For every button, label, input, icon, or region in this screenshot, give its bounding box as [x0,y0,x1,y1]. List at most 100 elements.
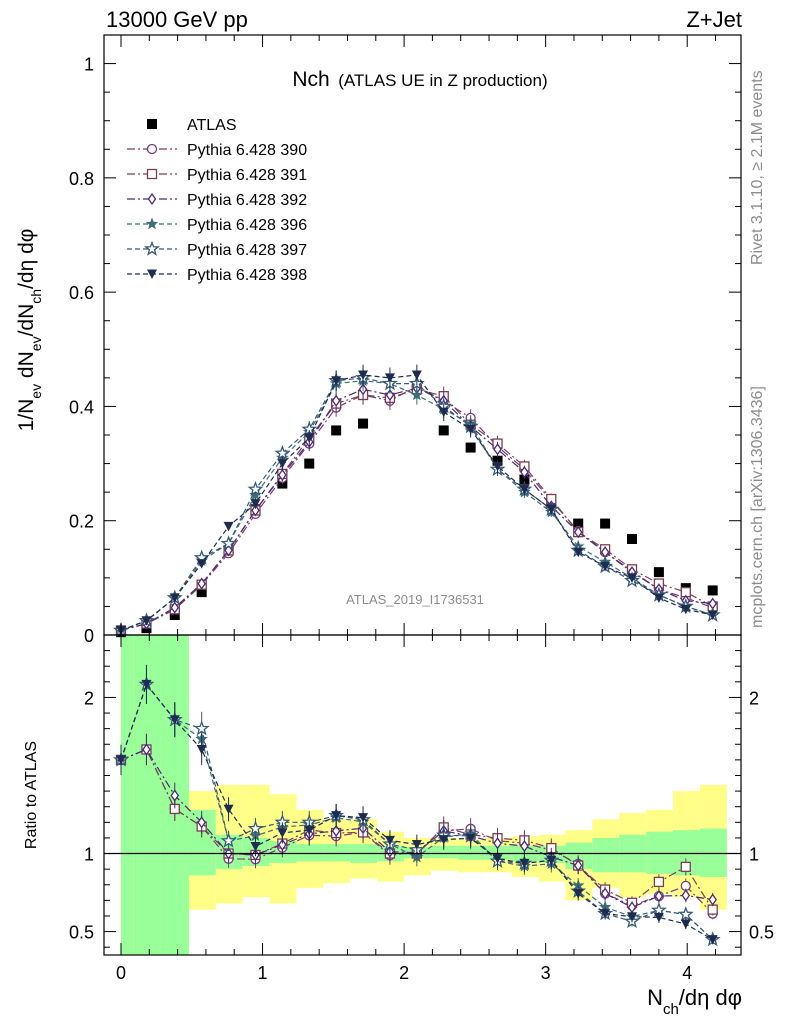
ratio-point [600,909,611,919]
ratio-point [465,833,476,844]
main-point [680,604,691,615]
main-point [169,593,180,603]
legend: ATLAS Pythia 6.428 390 Pythia 6.428 391 Pyt… [127,117,307,284]
ratio-point [707,904,718,915]
main-y-tick-label: 0.4 [69,397,94,417]
ratio-point [411,839,422,850]
ratio-series-line [120,748,713,909]
legend-label: Pythia 6.428 391 [187,167,307,184]
x-tick-label: 2 [399,963,409,983]
main-point [627,573,638,583]
ratio-point [277,828,288,838]
main-point [573,547,584,558]
main-point [573,526,583,539]
legend-label: ATLAS [187,117,237,134]
ratio-point [141,679,152,690]
main-point [197,577,206,590]
ratio-point [196,744,207,755]
ratio-point [492,854,503,864]
legend-label: Pythia 6.428 392 [187,192,307,209]
x-tick-label: 4 [682,963,692,983]
data-point [196,587,207,598]
ratio-point [573,859,583,872]
main-y-tick-label: 1 [84,55,94,75]
data-point [519,474,530,485]
ratio-point [247,820,264,836]
ratio-point [627,912,638,922]
main-point [141,616,152,626]
ratio-series-line [120,683,714,941]
ratio-point [223,804,234,815]
ratio-point [142,743,151,756]
legend-label: Pythia 6.428 398 [187,267,307,284]
main-point [358,370,369,380]
ratio-point [493,837,502,850]
data-point [304,458,315,469]
main-point [411,370,422,380]
legend-entry-5: Pythia 6.428 397 [127,240,307,259]
ratio-band-stat [592,837,620,873]
ratio-point [331,811,342,821]
ratio-point [358,813,369,823]
ratio-point [384,835,395,846]
ratio-point [653,876,665,888]
ratio-y-tick-label: 0.5 [69,923,94,943]
ratio-band-stat [484,845,512,860]
ratio-y-tick-label: 2 [84,688,94,708]
main-point [223,521,234,532]
ratio-band-stat [296,844,324,862]
ratio-band-stat [430,845,458,859]
ratio-point [654,889,664,903]
x-tick-label: 3 [541,963,551,983]
ratio-point [193,720,210,736]
legend-marker [146,143,158,155]
header-right: Z+Jet [686,7,742,32]
ratio-point [278,838,287,851]
ratio-series-5 [115,664,718,945]
legend-entry-6: Pythia 6.428 398 [127,267,307,284]
main-point [385,388,395,402]
main-point [492,461,503,472]
ratio-series-line [120,683,714,941]
main-point [247,480,264,496]
main-point [707,610,718,620]
ratio-y-tick-label-right: 0.5 [749,923,774,943]
ratio-y-axis-label: Ratio to ATLAS [23,741,40,849]
main-point [438,407,449,418]
ratio-point [677,906,694,922]
data-point [573,518,584,529]
ratio-point [600,887,610,900]
main-point [220,535,237,551]
ratio-point [519,858,530,869]
legend-entry-2: Pythia 6.428 391 [127,167,307,184]
ratio-band-stat [120,635,134,955]
chart-title: Nch (ATLAS UE in Z production) [292,68,547,91]
legend-label: Pythia 6.428 396 [187,217,307,234]
main-point [653,593,664,603]
data-point [600,518,611,529]
main-point [520,466,529,479]
legend-marker [147,269,157,279]
mcplots-label: mcplots.cern.ch [arXiv:1306.3436] [749,386,766,628]
legend-label: Pythia 6.428 397 [187,242,307,259]
data-point [358,418,369,429]
data-point [653,567,664,578]
analysis-watermark: ATLAS_2019_I1736531 [346,592,484,607]
header-left: 13000 GeV pp [106,7,248,32]
legend-entry-0: ATLAS [147,117,237,134]
main-point [600,561,611,572]
ratio-y-tick-label: 1 [84,845,94,865]
rivet-label: Rivet 3.1.10, ≥ 2.1M events [749,70,766,265]
main-point [304,433,315,443]
main-point [410,388,424,401]
ratio-point [573,889,584,899]
ratio-band-stat [699,828,727,877]
x-tick-label: 0 [116,963,126,983]
ratio-point [438,835,449,845]
ratio-point [546,855,557,866]
main-point [384,373,395,383]
data-point [627,534,638,544]
legend-marker [147,119,157,129]
legend-entry-4: Pythia 6.428 396 [127,217,307,234]
data-point [707,585,718,596]
